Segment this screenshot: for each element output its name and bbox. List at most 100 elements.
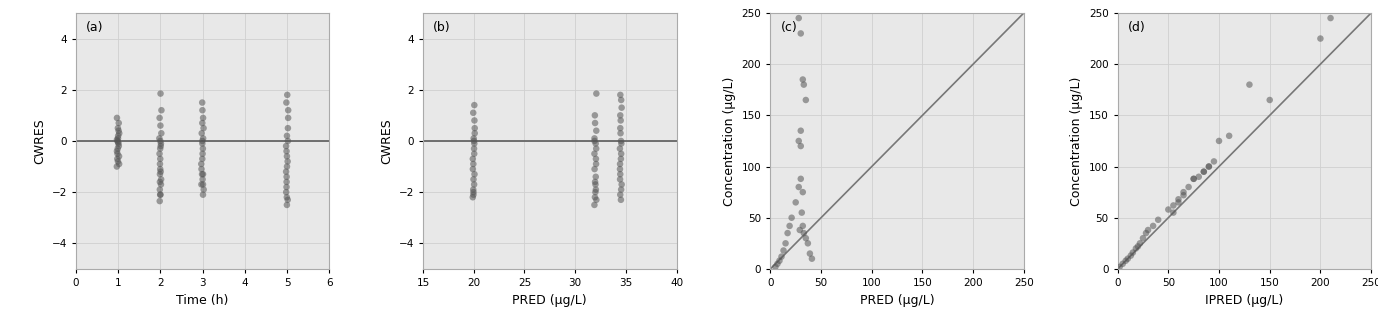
Point bbox=[788, 227, 810, 233]
Point bbox=[584, 121, 606, 126]
Point bbox=[462, 156, 484, 161]
Point bbox=[463, 118, 485, 123]
Y-axis label: CWRES: CWRES bbox=[380, 118, 393, 164]
Point bbox=[463, 126, 485, 131]
Point bbox=[1197, 164, 1220, 169]
Point bbox=[107, 161, 130, 167]
Point bbox=[150, 177, 172, 182]
Point bbox=[792, 190, 814, 195]
Point bbox=[192, 115, 214, 121]
Point bbox=[1197, 164, 1220, 169]
Point bbox=[610, 98, 633, 103]
Point bbox=[583, 136, 605, 141]
Point bbox=[107, 144, 130, 149]
Point bbox=[463, 182, 485, 187]
X-axis label: PRED (μg/L): PRED (μg/L) bbox=[860, 294, 934, 307]
Point bbox=[193, 126, 215, 131]
Point bbox=[277, 108, 299, 113]
Point bbox=[1163, 210, 1185, 215]
Point bbox=[790, 144, 812, 149]
Point bbox=[1173, 192, 1195, 198]
Point bbox=[150, 182, 172, 187]
Point bbox=[106, 149, 128, 154]
Point bbox=[463, 136, 485, 141]
Point bbox=[765, 264, 787, 270]
Y-axis label: CWRES: CWRES bbox=[33, 118, 45, 164]
Point bbox=[788, 138, 810, 144]
Point bbox=[192, 121, 214, 126]
Point bbox=[1182, 176, 1204, 181]
Point bbox=[192, 141, 214, 146]
Point bbox=[276, 190, 298, 195]
Point bbox=[790, 176, 812, 181]
Point bbox=[190, 167, 212, 172]
Point bbox=[610, 156, 633, 161]
Point bbox=[276, 100, 298, 105]
Point bbox=[192, 108, 214, 113]
Point bbox=[1158, 207, 1180, 212]
Point bbox=[149, 151, 171, 156]
Point bbox=[609, 126, 631, 131]
Text: (a): (a) bbox=[85, 21, 103, 34]
Point bbox=[586, 161, 608, 167]
Point bbox=[586, 146, 608, 151]
Point bbox=[109, 131, 131, 136]
Point bbox=[583, 202, 605, 208]
Point bbox=[583, 138, 605, 144]
Point bbox=[192, 182, 214, 187]
Point bbox=[788, 16, 810, 21]
Point bbox=[1124, 246, 1146, 251]
Point bbox=[190, 161, 212, 167]
Point bbox=[150, 91, 172, 96]
Point bbox=[463, 146, 485, 151]
Y-axis label: Concentration (μg/L): Concentration (μg/L) bbox=[1071, 76, 1083, 206]
Point bbox=[192, 177, 214, 182]
Point bbox=[463, 177, 485, 182]
Point bbox=[463, 102, 485, 108]
Point bbox=[149, 138, 171, 144]
Point bbox=[780, 215, 802, 220]
Point bbox=[583, 167, 605, 172]
Point bbox=[610, 105, 633, 110]
Point bbox=[106, 164, 128, 169]
Point bbox=[190, 131, 212, 136]
Point bbox=[790, 128, 812, 133]
Point bbox=[276, 144, 298, 149]
Point bbox=[1127, 244, 1149, 249]
Point bbox=[584, 141, 606, 146]
Point bbox=[586, 197, 608, 202]
Point bbox=[609, 118, 631, 123]
Point bbox=[1112, 261, 1134, 266]
Point bbox=[1178, 184, 1200, 190]
Text: (b): (b) bbox=[433, 21, 451, 34]
Point bbox=[584, 156, 606, 161]
Point bbox=[463, 192, 485, 197]
Point bbox=[609, 161, 631, 167]
Point bbox=[192, 172, 214, 177]
Point bbox=[276, 184, 298, 190]
Point bbox=[106, 137, 128, 142]
Point bbox=[463, 151, 485, 156]
Point bbox=[150, 144, 172, 149]
Point bbox=[276, 164, 298, 169]
Point bbox=[609, 177, 631, 182]
Point bbox=[769, 258, 791, 263]
Point bbox=[766, 261, 788, 266]
Point bbox=[190, 182, 212, 187]
X-axis label: IPRED (μg/L): IPRED (μg/L) bbox=[1206, 294, 1283, 307]
Point bbox=[276, 202, 298, 208]
Point bbox=[276, 92, 298, 98]
Point bbox=[277, 159, 299, 164]
Point bbox=[1129, 241, 1151, 246]
Point bbox=[1182, 176, 1204, 181]
Point bbox=[106, 115, 128, 121]
Text: (c): (c) bbox=[780, 21, 798, 34]
Point bbox=[584, 190, 606, 195]
Point bbox=[463, 190, 485, 195]
Point bbox=[1163, 203, 1185, 208]
Point bbox=[192, 138, 214, 144]
Point bbox=[276, 154, 298, 159]
Point bbox=[276, 149, 298, 154]
Point bbox=[792, 82, 814, 87]
Point bbox=[788, 184, 810, 190]
